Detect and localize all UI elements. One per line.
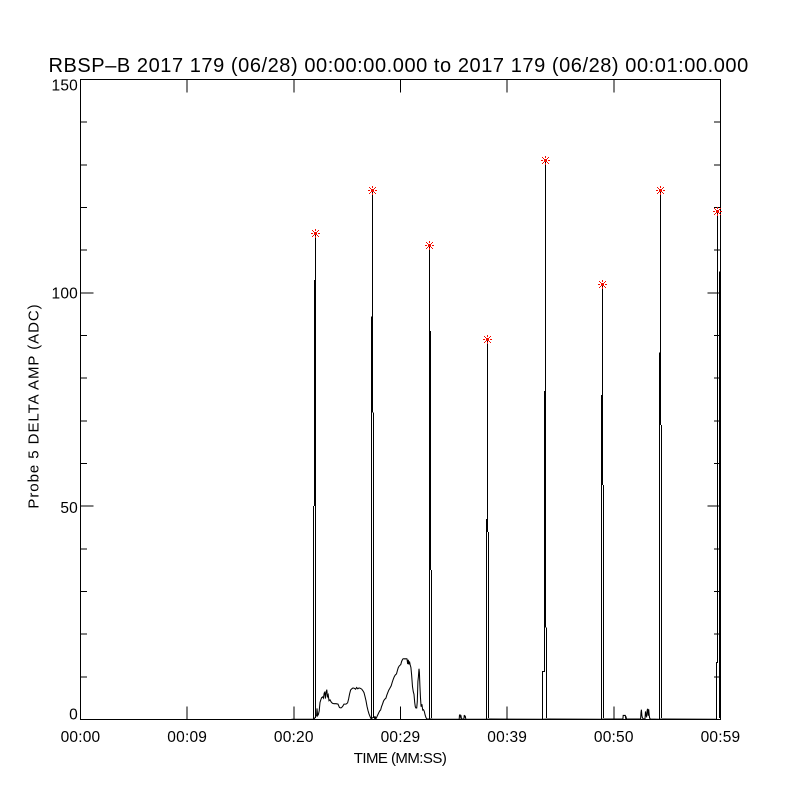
svg-text:RBSP–B 2017 179 (06/28) 00:00:: RBSP–B 2017 179 (06/28) 00:00:00.000 to …	[49, 55, 749, 77]
svg-text:50: 50	[60, 500, 78, 517]
svg-text:00:50: 00:50	[594, 729, 634, 746]
svg-text:00:00: 00:00	[61, 729, 101, 746]
svg-text:00:59: 00:59	[701, 729, 741, 746]
svg-text:00:29: 00:29	[381, 729, 421, 746]
svg-text:00:09: 00:09	[167, 729, 207, 746]
svg-text:TIME (MM:SS): TIME (MM:SS)	[354, 750, 447, 767]
svg-text:Probe 5 DELTA AMP (ADC): Probe 5 DELTA AMP (ADC)	[26, 303, 43, 508]
svg-text:100: 100	[52, 286, 79, 303]
svg-text:150: 150	[52, 78, 79, 95]
svg-text:00:39: 00:39	[487, 729, 527, 746]
svg-text:00:20: 00:20	[274, 729, 314, 746]
svg-text:0: 0	[69, 707, 78, 724]
